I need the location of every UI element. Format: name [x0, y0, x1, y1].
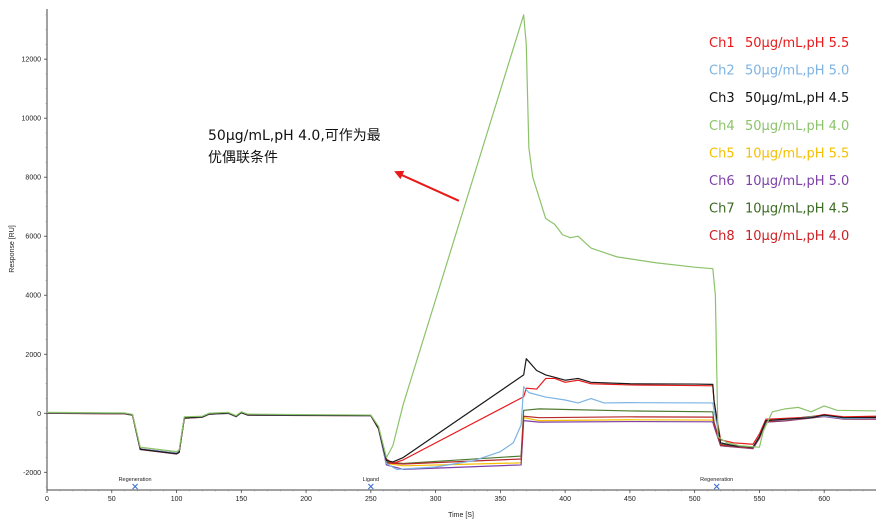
x-tick-label: 350 — [495, 496, 507, 503]
y-axis-title: Response [RU] — [9, 225, 16, 273]
annotation-line-2: 优偶联条件 — [208, 149, 278, 166]
x-tick-label: 500 — [689, 496, 701, 503]
legend: Ch1 50μg/mL,pH 5.5 Ch2 50μg/mL,pH 5.0 Ch3 50μ… — [709, 36, 849, 244]
series-line-ch5 — [46, 412, 876, 467]
x-tick-label: 100 — [171, 496, 183, 503]
legend-channel: Ch8 — [709, 229, 735, 244]
legend-item-ch3: Ch3 50μg/mL,pH 4.5 — [709, 91, 849, 106]
legend-label: 50μg/mL,pH 5.0 — [745, 64, 849, 79]
y-tick-label: 10000 — [22, 116, 42, 123]
y-tick-label: 8000 — [25, 175, 41, 182]
legend-label: 50μg/mL,pH 5.5 — [745, 36, 849, 51]
legend-label: 10μg/mL,pH 4.5 — [745, 202, 849, 217]
y-tick-label: 2000 — [25, 352, 41, 359]
annotation: 50μg/mL,pH 4.0,可作为最 优偶联条件 — [208, 128, 460, 202]
event-markers: Regeneration Ligand Regeneration — [119, 477, 733, 490]
y-tick-label: 12000 — [22, 57, 42, 64]
legend-channel: Ch5 — [709, 146, 735, 161]
event-marker-icon — [132, 483, 138, 490]
legend-label: 10μg/mL,pH 5.0 — [745, 174, 849, 189]
y-axis: -2000 0 2000 4000 6000 8000 10000 12000 — [22, 14, 47, 488]
legend-item-ch6: Ch6 10μg/mL,pH 5.0 — [709, 174, 849, 189]
series-line-ch2 — [46, 386, 877, 470]
y-tick-label: -2000 — [23, 470, 41, 477]
x-tick-label: 600 — [818, 496, 830, 503]
legend-channel: Ch3 — [709, 91, 735, 106]
x-tick-label: 250 — [365, 496, 377, 503]
y-tick-label: 4000 — [25, 293, 41, 300]
y-tick-label: 6000 — [25, 234, 41, 241]
legend-label: 50μg/mL,pH 4.0 — [745, 119, 849, 134]
series-line-ch8 — [46, 412, 876, 465]
event-marker-icon — [713, 483, 720, 490]
x-tick-label: 450 — [624, 496, 636, 503]
x-axis-title: Time [S] — [448, 512, 474, 519]
x-tick-label: 50 — [108, 496, 116, 503]
x-tick-label: 400 — [559, 496, 571, 503]
x-tick-label: 150 — [235, 496, 247, 503]
legend-channel: Ch6 — [709, 174, 735, 189]
legend-channel: Ch7 — [709, 202, 735, 217]
legend-channel: Ch1 — [709, 36, 735, 51]
series-line-ch6 — [46, 412, 876, 470]
event-marker-label: Regeneration — [700, 477, 733, 483]
x-tick-label: 200 — [300, 496, 312, 503]
annotation-line-1: 50μg/mL,pH 4.0,可作为最 — [208, 128, 381, 144]
y-tick-label: 0 — [37, 411, 41, 418]
legend-item-ch7: Ch7 10μg/mL,pH 4.5 — [709, 202, 849, 217]
legend-channel: Ch2 — [709, 64, 735, 79]
legend-item-ch5: Ch5 10μg/mL,pH 5.5 — [709, 146, 849, 161]
annotation-arrow-shaft — [399, 173, 460, 202]
annotation-arrow-head — [394, 170, 405, 180]
legend-label: 10μg/mL,pH 4.0 — [745, 229, 849, 244]
x-tick-label: 300 — [430, 496, 442, 503]
legend-item-ch8: Ch8 10μg/mL,pH 4.0 — [709, 229, 849, 244]
event-marker-icon — [367, 483, 374, 490]
x-tick-label: 550 — [754, 496, 766, 503]
event-marker-label: Regeneration — [119, 477, 152, 483]
legend-item-ch1: Ch1 50μg/mL,pH 5.5 — [709, 36, 849, 51]
legend-item-ch2: Ch2 50μg/mL,pH 5.0 — [709, 64, 849, 79]
x-axis: 0 50 100 150 200 250 300 350 400 450 500 550 600 — [45, 490, 864, 503]
series-lines — [46, 14, 877, 470]
legend-item-ch4: Ch4 50μg/mL,pH 4.0 — [709, 119, 849, 134]
legend-channel: Ch4 — [709, 119, 735, 134]
legend-label: 50μg/mL,pH 4.5 — [745, 91, 849, 106]
legend-label: 10μg/mL,pH 5.5 — [745, 146, 849, 161]
series-line-ch4 — [46, 14, 877, 459]
x-tick-label: 0 — [45, 496, 49, 503]
series-line-ch3 — [46, 358, 877, 463]
event-marker-label: Ligand — [363, 477, 380, 483]
